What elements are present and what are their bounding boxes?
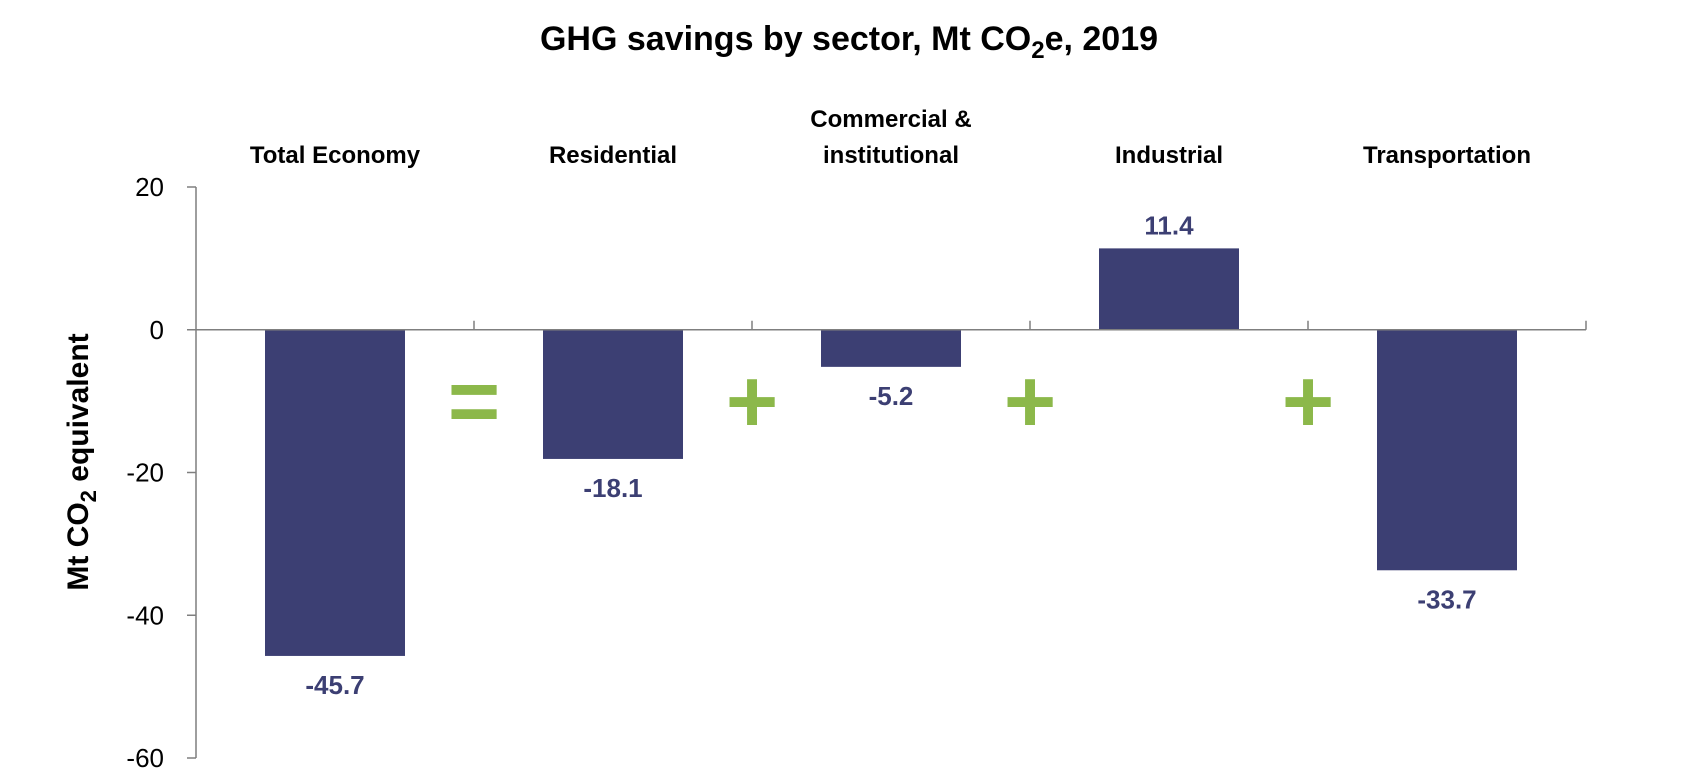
data-label: -18.1 — [583, 473, 642, 503]
category-label-line: Total Economy — [250, 142, 421, 169]
y-axis-label: Mt CO2 equivalent — [62, 333, 101, 590]
y-tick-label: -20 — [126, 458, 164, 488]
plot-area: 20 0 -20 -40 -60 -45.7 -18.1 -5.2 11.4 -33.7 Total… — [126, 106, 1587, 772]
category-label-line: institutional — [823, 142, 959, 169]
operator-symbol: + — [726, 352, 779, 452]
bar — [1099, 248, 1239, 330]
y-axis-label-subscript: 2 — [76, 490, 101, 502]
operator-symbol: + — [1004, 352, 1057, 452]
y-tick-label: 0 — [150, 315, 164, 345]
category-label: Total Economy — [250, 142, 421, 169]
data-label: -33.7 — [1417, 584, 1476, 614]
category-label: Industrial — [1115, 142, 1223, 169]
category-label: Transportation — [1363, 142, 1531, 169]
bar — [1377, 329, 1517, 571]
category-label-line: Commercial & — [810, 106, 971, 133]
bar — [543, 329, 683, 459]
data-label: 11.4 — [1144, 210, 1194, 240]
chart-title-main: GHG savings by sector, Mt CO — [540, 20, 1031, 58]
category-label: Residential — [549, 142, 677, 169]
operator-symbol: + — [1282, 352, 1335, 452]
bar — [265, 329, 405, 656]
bar — [821, 329, 961, 367]
data-label: -45.7 — [305, 670, 364, 700]
y-axis-label-main: Mt CO — [62, 502, 95, 590]
category-label-line: Residential — [549, 142, 677, 169]
y-axis-label-suffix: equivalent — [62, 333, 95, 490]
category-label: Commercial & institutional — [810, 106, 971, 169]
chart-title-subscript: 2 — [1031, 37, 1044, 64]
y-tick-label: -60 — [126, 743, 164, 772]
operator-symbol: = — [448, 352, 501, 452]
chart-title: GHG savings by sector, Mt CO2e, 2019 — [540, 20, 1158, 64]
category-label-line: Industrial — [1115, 142, 1223, 169]
category-label-line: Transportation — [1363, 142, 1531, 169]
data-label: -5.2 — [869, 381, 914, 411]
chart-title-suffix: e, 2019 — [1045, 20, 1158, 58]
y-tick-label: -40 — [126, 600, 164, 630]
y-tick-label: 20 — [135, 172, 164, 202]
